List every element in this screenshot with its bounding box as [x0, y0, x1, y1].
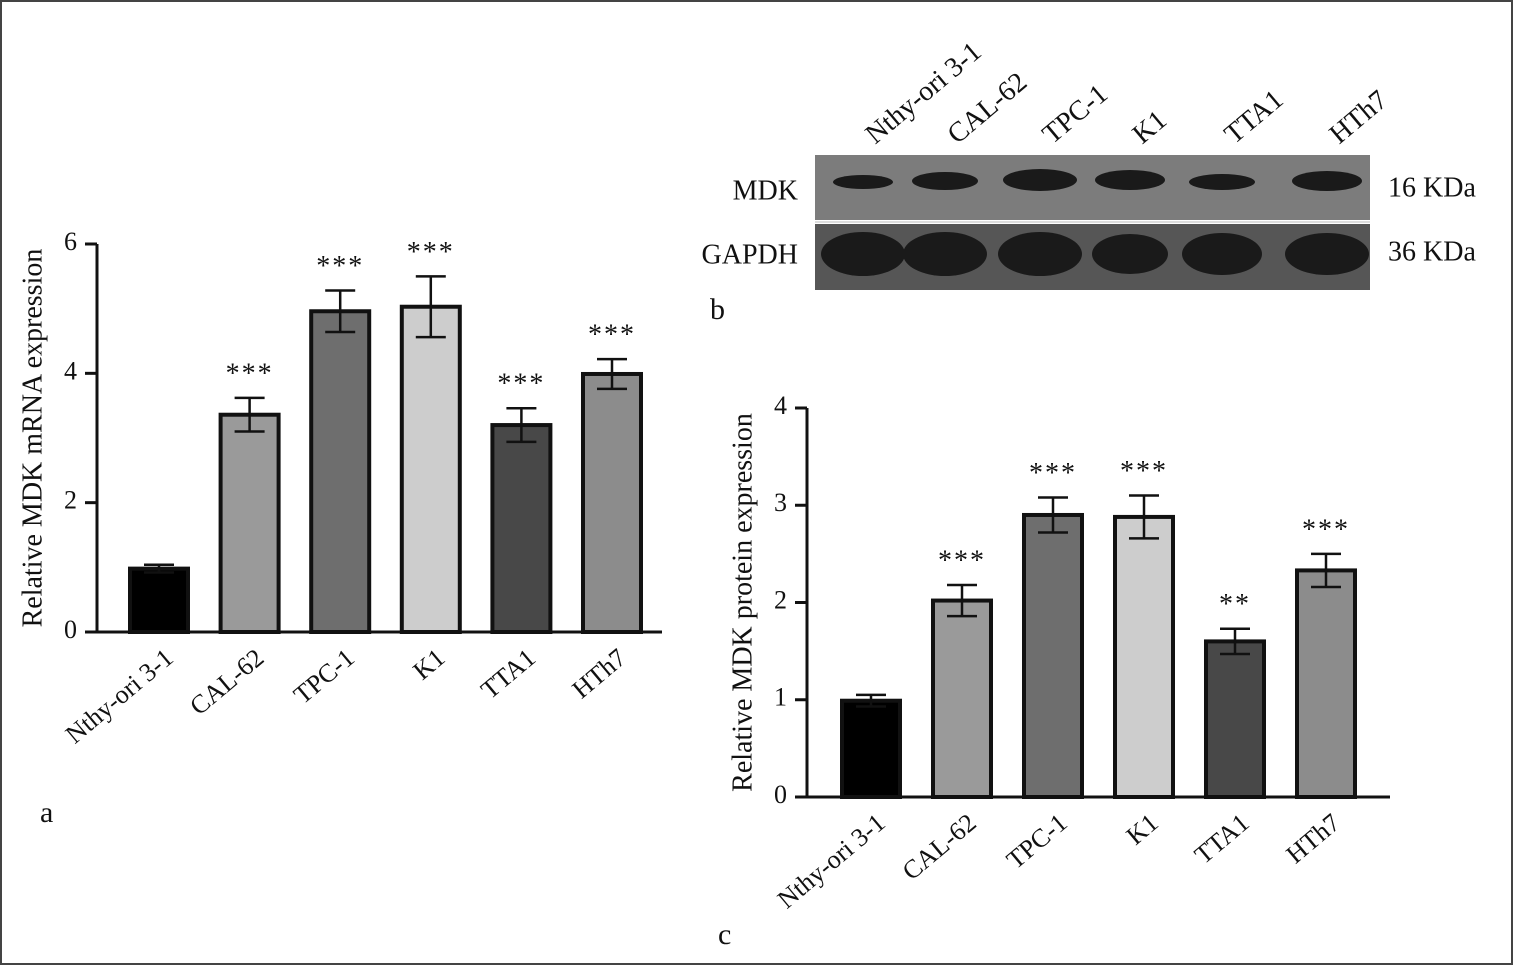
- significance-label: **: [1219, 589, 1251, 620]
- blot-size: 16 KDa: [1388, 172, 1476, 203]
- bar: [1113, 514, 1175, 799]
- bar: [581, 371, 643, 634]
- y-tick-label: 2: [774, 585, 787, 614]
- panel-label: b: [710, 293, 725, 326]
- significance-label: ***: [588, 320, 636, 351]
- bar: [218, 412, 281, 634]
- significance-label: ***: [497, 369, 545, 400]
- bar: [931, 598, 993, 799]
- blot-strip: [815, 155, 1370, 220]
- significance-label: ***: [1120, 456, 1168, 487]
- significance-label: ***: [226, 358, 274, 389]
- blot-protein: MDK: [733, 175, 798, 206]
- bar: [1022, 512, 1084, 799]
- y-tick-label: 3: [774, 488, 787, 517]
- significance-label: ***: [316, 251, 364, 282]
- bar: [128, 566, 190, 634]
- y-axis-label: Relative MDK protein expression: [727, 413, 758, 792]
- significance-label: ***: [1029, 458, 1077, 489]
- blot-bands: [821, 169, 1369, 276]
- blot-protein: GAPDH: [702, 239, 798, 270]
- bar: [399, 304, 462, 634]
- significance-label: ***: [1302, 514, 1350, 545]
- bar: [840, 698, 902, 799]
- y-tick-label: 4: [64, 356, 77, 385]
- y-tick-label: 2: [64, 486, 77, 515]
- panel-label: c: [718, 918, 731, 951]
- y-tick-label: 6: [64, 227, 77, 256]
- y-tick-label: 1: [774, 683, 787, 712]
- bar: [1204, 639, 1266, 800]
- significance-label: ***: [938, 545, 986, 576]
- bar: [1295, 568, 1357, 799]
- bar: [490, 423, 553, 635]
- y-tick-label: 4: [774, 391, 787, 420]
- y-axis-label: Relative MDK mRNA expression: [17, 249, 48, 628]
- blot-size: 36 KDa: [1388, 236, 1476, 267]
- panel-label: a: [40, 796, 53, 829]
- y-tick-label: 0: [64, 615, 77, 644]
- significance-label: ***: [407, 237, 455, 268]
- y-tick-label: 0: [774, 780, 787, 809]
- bar: [309, 309, 372, 634]
